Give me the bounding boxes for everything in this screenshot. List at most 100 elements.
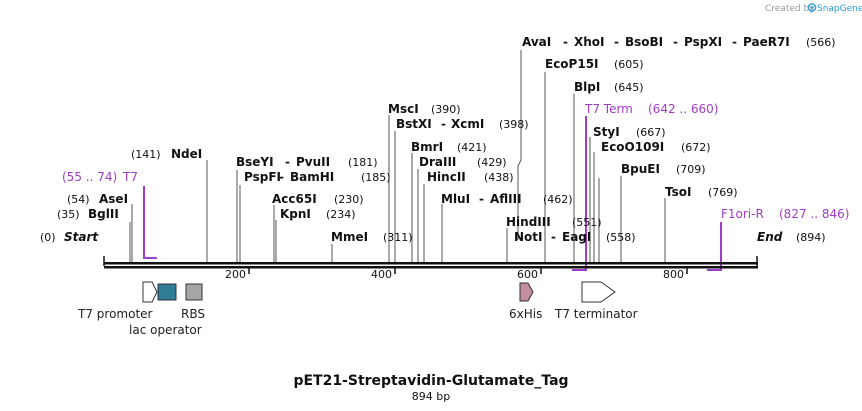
site-name-xhoi: XhoI	[574, 35, 605, 49]
sep-bstxi: -	[441, 117, 446, 131]
site-pos-draiii: (429)	[477, 156, 507, 169]
site-name-afliii: AflIII	[490, 192, 522, 206]
site-name-avai: AvaI	[522, 35, 551, 49]
snapgene-logo-icon	[807, 3, 817, 12]
site-name-paer7i: PaeR7I	[743, 35, 790, 49]
site-pos-bglii: (35)	[57, 208, 80, 221]
feature-label-rbs: RBS	[181, 307, 205, 321]
feature-lac-operator-box	[157, 283, 177, 301]
cut-line-paer7i	[517, 50, 522, 240]
feature-t7-promoter-arrow	[142, 281, 158, 303]
site-name-pvuii: PvuII	[296, 155, 330, 169]
map-title: pET21-Streptavidin-Glutamate_Tag	[293, 373, 568, 389]
site-pos-bpuei: (709)	[676, 163, 706, 176]
site-name-ndei: NdeI	[171, 147, 202, 161]
site-pos-kpni: (234)	[326, 208, 356, 221]
site-name-blpi: BlpI	[574, 80, 600, 94]
site-name-hincii: HincII	[427, 170, 466, 184]
site-name-noti: NotI	[514, 230, 543, 244]
credit-text: Created by	[765, 4, 815, 14]
site-pos-acc65i: (230)	[334, 193, 364, 206]
site-name-draiii: DraIII	[419, 155, 456, 169]
site-name-bseyi: BseYI	[236, 155, 274, 169]
sep-avai: -	[563, 35, 568, 49]
site-pos-hindiii: (551)	[572, 216, 602, 229]
site-pos-eagi: (558)	[606, 231, 636, 244]
site-name-styi: StyI	[593, 125, 620, 139]
site-name-acc65i: Acc65I	[272, 192, 317, 206]
site-pos-ecoo109i: (672)	[681, 141, 711, 154]
primer-range-t7term: (642 .. 660)	[648, 102, 718, 116]
feature-rbs-box	[185, 283, 203, 301]
site-pos-bmri: (421)	[457, 141, 487, 154]
site-name-bamhi: BamHI	[290, 170, 334, 184]
site-name-hindiii: HindIII	[506, 215, 551, 229]
sep-pspfi: -	[279, 170, 284, 184]
feature-label-t7-promoter: T7 promoter	[77, 307, 153, 321]
start-pos: (0)	[40, 231, 56, 244]
site-pos-blpi: (645)	[614, 81, 644, 94]
site-pos-mmei: (311)	[383, 231, 413, 244]
tick-label-200: 200	[225, 268, 246, 281]
start-label: Start	[64, 230, 99, 244]
scale-ticks: 200 400 600 800	[225, 268, 688, 281]
primer-range-f1ori: (827 .. 846)	[779, 207, 849, 221]
site-pos-styi: (667)	[636, 126, 666, 139]
cut-site-lines	[129, 50, 666, 262]
credit-brand: SnapGene	[817, 4, 862, 14]
site-name-mmei: MmeI	[331, 230, 368, 244]
site-pos-xcmi: (398)	[499, 118, 529, 131]
site-name-ecop15i: EcoP15I	[545, 57, 599, 71]
site-labels: (0) Start End (894) (35) BglII (54) AseI…	[40, 35, 849, 244]
sep-xhoi: -	[614, 35, 619, 49]
site-pos-tsoi: (769)	[708, 186, 738, 199]
site-pos-pvuii: (181)	[348, 156, 378, 169]
site-name-bpuei: BpuEI	[621, 162, 660, 176]
site-name-bglii: BglII	[88, 207, 119, 221]
backbone	[103, 256, 758, 269]
site-name-pspfi: PspFI	[244, 170, 281, 184]
feature-label-6xhis: 6xHis	[509, 307, 542, 321]
site-name-bsobi: BsoBI	[625, 35, 663, 49]
sep-bsobi: -	[673, 35, 678, 49]
feature-label-lac-operator: lac operator	[129, 323, 202, 337]
site-name-kpni: KpnI	[280, 207, 311, 221]
feature-6xhis-arrow	[519, 282, 534, 302]
site-pos-msci: (390)	[431, 103, 461, 116]
site-name-mlui: MluI	[441, 192, 470, 206]
site-pos-hincii: (438)	[484, 171, 514, 184]
site-name-xcmi: XcmI	[451, 117, 484, 131]
features: T7 promoter lac operator RBS 6xHis T7 te…	[77, 281, 638, 337]
primer-name-t7: T7	[122, 170, 138, 184]
sep-pspxi: -	[732, 35, 737, 49]
sep-mlui: -	[479, 192, 484, 206]
site-pos-asei: (54)	[67, 193, 90, 206]
end-pos: (894)	[796, 231, 826, 244]
tick-label-400: 400	[371, 268, 392, 281]
sep-bseyi: -	[285, 155, 290, 169]
site-name-msci: MscI	[388, 102, 419, 116]
primer-name-t7term: T7 Term	[584, 102, 633, 116]
site-name-bstxi: BstXI	[396, 117, 432, 131]
site-pos-ndei: (141)	[131, 148, 161, 161]
site-name-bmri: BmrI	[411, 140, 443, 154]
sep-noti: -	[551, 230, 556, 244]
site-pos-afliii: (462)	[543, 193, 573, 206]
feature-t7-terminator-arrow	[581, 281, 616, 303]
primer-range-t7: (55 .. 74)	[62, 170, 117, 184]
site-name-ecoo109i: EcoO109I	[601, 140, 664, 154]
primer-markers	[143, 116, 722, 271]
site-pos-ecop15i: (605)	[614, 58, 644, 71]
tick-label-800: 800	[663, 268, 684, 281]
site-pos-paer7i: (566)	[806, 36, 836, 49]
site-name-tsoi: TsoI	[665, 185, 691, 199]
site-name-pspxi: PspXI	[684, 35, 722, 49]
site-pos-bamhi: (185)	[361, 171, 391, 184]
primer-name-f1ori: F1ori-R	[721, 207, 764, 221]
feature-label-t7-terminator: T7 terminator	[554, 307, 638, 321]
site-name-asei: AseI	[99, 192, 128, 206]
site-name-eagi: EagI	[562, 230, 591, 244]
tick-label-600: 600	[517, 268, 538, 281]
end-label: End	[757, 230, 783, 244]
